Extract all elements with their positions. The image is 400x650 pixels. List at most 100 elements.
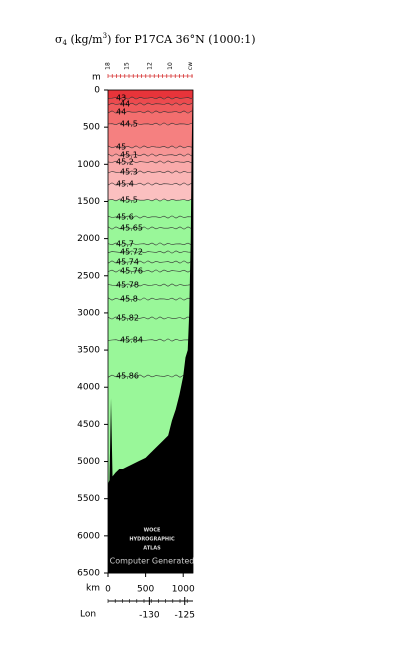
band bbox=[108, 299, 193, 319]
contour-label: 44 bbox=[116, 107, 126, 116]
band bbox=[108, 103, 193, 112]
y-tick-label: 3000 bbox=[77, 308, 100, 318]
contour-label: 45.84 bbox=[120, 336, 143, 345]
station-label: 12 bbox=[147, 62, 154, 70]
y-tick-label: 2500 bbox=[77, 271, 100, 281]
title-part: 3 bbox=[103, 32, 107, 40]
band bbox=[108, 183, 193, 200]
y-tick-label: 6500 bbox=[77, 569, 100, 579]
contour-line bbox=[107, 182, 193, 186]
band bbox=[108, 111, 193, 125]
contour-label: 45.1 bbox=[120, 151, 138, 160]
contour-label: 45.86 bbox=[116, 372, 139, 381]
y-tick-label: 5500 bbox=[77, 494, 100, 504]
contour-label: 43 bbox=[116, 94, 126, 103]
band bbox=[108, 155, 193, 163]
contour-label: 45 bbox=[116, 142, 126, 151]
title-part: (kg/m bbox=[67, 33, 103, 46]
contour-line bbox=[107, 260, 193, 264]
contour-label: 44.5 bbox=[120, 120, 138, 129]
band bbox=[108, 98, 193, 104]
title-part: σ bbox=[55, 33, 63, 46]
chart-title: σ4 (kg/m3) for P17CA 36°N (1000:1) bbox=[55, 32, 256, 47]
x-tick-label: 1000 bbox=[172, 585, 195, 595]
y-tick-label: 4500 bbox=[77, 420, 100, 430]
logo-text: HYDROGRAPHIC bbox=[129, 537, 175, 543]
x-axis-label: km bbox=[86, 584, 100, 594]
bathymetry bbox=[108, 90, 193, 573]
contour-label: 45.2 bbox=[116, 158, 134, 167]
contour-line bbox=[107, 242, 193, 246]
contour-label: 44 bbox=[120, 99, 130, 108]
credit: Computer Generated bbox=[110, 557, 195, 566]
contour-line bbox=[107, 122, 193, 126]
y-tick-label: 0 bbox=[94, 86, 100, 96]
station-label: 18 bbox=[105, 62, 112, 70]
band bbox=[108, 172, 193, 184]
band bbox=[108, 227, 193, 245]
lon-axis-label: Lon bbox=[80, 610, 96, 620]
contour-line bbox=[107, 153, 193, 157]
contour-line bbox=[107, 160, 193, 164]
station-label: cw bbox=[187, 62, 194, 70]
contour-line bbox=[107, 170, 193, 174]
contour-label: 45.65 bbox=[120, 223, 143, 232]
contour-line bbox=[107, 226, 193, 230]
x-tick-label: 0 bbox=[105, 585, 111, 595]
contour-line bbox=[107, 297, 193, 301]
band bbox=[108, 124, 193, 147]
band bbox=[108, 340, 193, 377]
y-tick-label: 3500 bbox=[77, 346, 100, 356]
contour-line bbox=[107, 250, 193, 254]
lon-tick-label: -125 bbox=[175, 611, 195, 621]
band bbox=[108, 285, 193, 300]
contour-line bbox=[107, 338, 193, 342]
contour-line bbox=[107, 96, 193, 100]
contour-line bbox=[107, 110, 193, 114]
band bbox=[108, 90, 193, 99]
station-label: 10 bbox=[167, 62, 174, 70]
band bbox=[108, 318, 193, 341]
contour-line bbox=[107, 145, 193, 149]
contour-label: 45.4 bbox=[116, 179, 134, 188]
band bbox=[108, 216, 193, 228]
y-tick-label: 1500 bbox=[77, 197, 100, 207]
contour-label: 45.82 bbox=[116, 314, 139, 323]
contour-line bbox=[107, 374, 193, 378]
x-tick-label: 500 bbox=[137, 585, 154, 595]
band bbox=[108, 162, 193, 173]
band bbox=[108, 262, 193, 272]
band bbox=[108, 271, 193, 286]
band bbox=[108, 244, 193, 252]
contour-label: 45.5 bbox=[120, 195, 138, 204]
contour-label: 45.76 bbox=[120, 267, 143, 276]
y-tick-label: 2000 bbox=[77, 234, 100, 244]
y-axis-label: m bbox=[92, 73, 101, 83]
y-tick-label: 4000 bbox=[77, 383, 100, 393]
contour-label: 45.74 bbox=[116, 258, 139, 267]
contour-line bbox=[107, 269, 193, 273]
title-part: ) for P17CA 36°N (1000:1) bbox=[107, 33, 255, 46]
band bbox=[108, 251, 193, 263]
contour-line bbox=[107, 316, 193, 320]
y-tick-label: 6000 bbox=[77, 531, 100, 541]
lon-tick-label: -130 bbox=[139, 611, 160, 621]
band bbox=[108, 146, 193, 156]
band bbox=[108, 199, 193, 217]
logo-text: ATLAS bbox=[143, 546, 161, 552]
contour-line bbox=[107, 215, 193, 219]
y-tick-label: 500 bbox=[83, 123, 100, 133]
contour-label: 45.6 bbox=[116, 212, 134, 221]
station-label: 15 bbox=[123, 62, 130, 70]
contour-line bbox=[107, 283, 193, 287]
contour-label: 45.3 bbox=[120, 168, 138, 177]
contour-label: 45.78 bbox=[116, 281, 139, 290]
logo-text: WOCE bbox=[144, 528, 161, 534]
contour-label: 45.8 bbox=[120, 295, 138, 304]
contour-line bbox=[107, 102, 193, 106]
y-tick-label: 5000 bbox=[77, 457, 100, 467]
contour-label: 45.72 bbox=[120, 247, 143, 256]
contour-label: 45.7 bbox=[116, 240, 134, 249]
y-tick-label: 1000 bbox=[77, 160, 100, 170]
